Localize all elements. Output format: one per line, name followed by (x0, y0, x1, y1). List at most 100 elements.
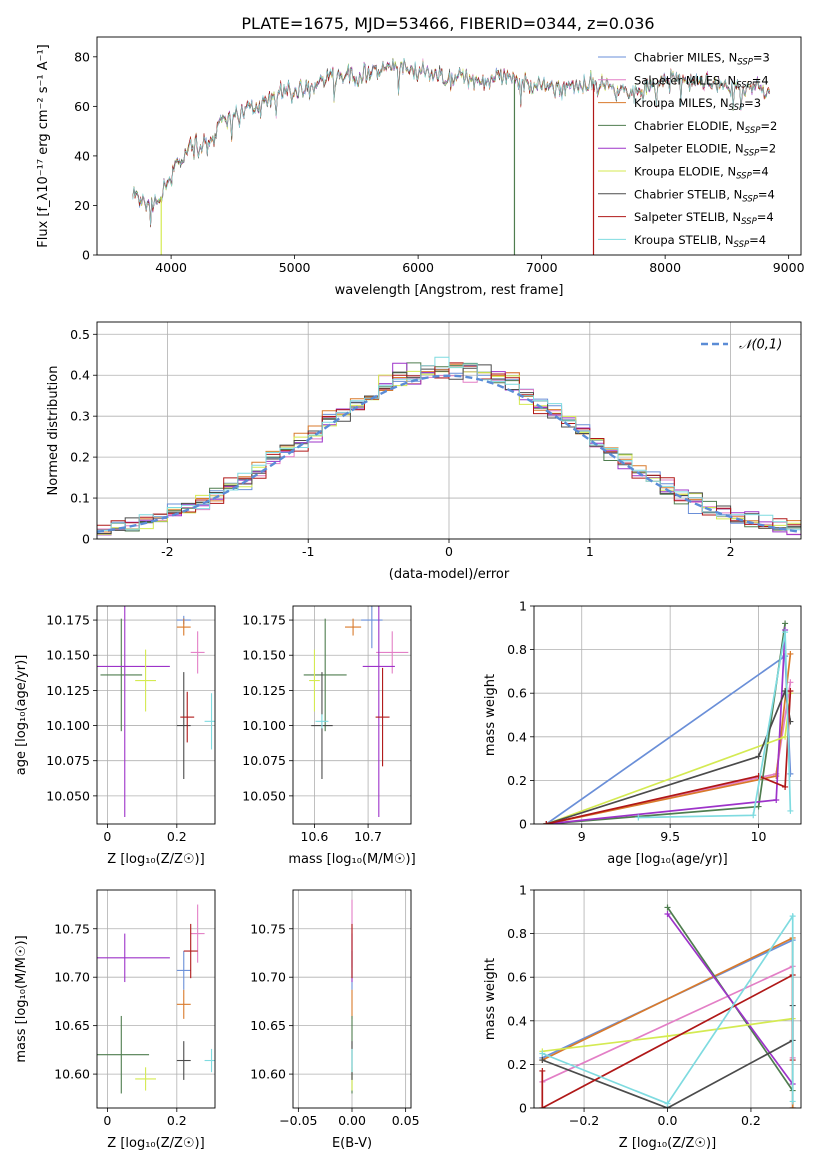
y-axis-label: mass weight (483, 958, 498, 1040)
x-tick-label: 7000 (526, 260, 558, 275)
weight-marker (664, 1033, 671, 1040)
weight-marker (664, 910, 671, 917)
point-salpeter-stelib (180, 691, 195, 743)
axes-frame (292, 889, 412, 1109)
point-salpeter-elodie (97, 933, 170, 983)
chart-mass-vs-ebv: −0.05 0.00 0.05 10.60 10.65 10.70 10.75 E(B-V) (250, 889, 420, 1151)
weight-marker (787, 688, 794, 695)
legend-entry: Kroupa MILES, NSSP=3 (634, 96, 761, 113)
histogram-kroupa-stelib (97, 356, 801, 539)
y-tick-label: 10.050 (46, 788, 90, 803)
x-tick-label: 9000 (773, 260, 805, 275)
legend: Chabrier MILES, NSSP=3 Salpeter MILES, NS… (598, 51, 777, 250)
weight-line-chabrier-stelib (546, 687, 792, 824)
y-tick-label: 0 (82, 248, 90, 263)
y-tick-label: 40 (74, 148, 90, 163)
y-tick-label: 10.70 (250, 970, 286, 985)
y-tick-label: 10.100 (242, 718, 286, 733)
chart-residual-histogram: -2 -1 0 1 2 0 0.1 0.2 0.3 0.4 0.5 (data-model)/erro… (46, 321, 802, 582)
x-tick-label: 5000 (279, 260, 311, 275)
plot-area (534, 606, 801, 824)
weight-marker (787, 770, 794, 777)
y-tick-label: 10.65 (250, 1018, 286, 1033)
legend-entry: Chabrier STELIB, NSSP=4 (634, 187, 775, 204)
y-tick-label: 1 (519, 883, 527, 898)
x-tick-label: -2 (161, 544, 173, 559)
point-kroupa-miles (345, 618, 362, 636)
y-axis-label: Flux [f_λ10⁻¹⁷ erg cm⁻² s⁻¹ A⁻¹] (36, 44, 51, 248)
x-tick-label: 4000 (155, 260, 187, 275)
plot-area (293, 890, 411, 1108)
weight-marker (782, 620, 789, 627)
point-kroupa-miles (176, 989, 191, 1019)
x-axis-label: Z [log₁₀(Z/Z☉)] (107, 852, 204, 867)
weight-line-salpeter-elodie (666, 913, 794, 1085)
weight-marker (789, 1105, 796, 1108)
x-axis-label: Z [log₁₀(Z/Z☉)] (619, 1136, 716, 1151)
legend-entry: 𝒩(0,1) (739, 338, 782, 353)
point-kroupa-stelib (204, 1048, 215, 1073)
point-salpeter-miles (190, 904, 205, 963)
y-tick-label: 10.70 (54, 970, 90, 985)
plot-area (97, 322, 801, 539)
y-tick-label: 10.75 (54, 921, 90, 936)
x-tick-label: 0.00 (338, 1113, 366, 1128)
weight-marker (635, 814, 642, 821)
x-axis-label: wavelength [Angstrom, rest frame] (335, 283, 564, 298)
weight-marker (789, 913, 796, 920)
weight-marker (787, 650, 794, 657)
x-tick-label: −0.05 (279, 1113, 317, 1128)
y-axis-label: Normed distribution (46, 366, 61, 496)
axes-frame (533, 605, 802, 825)
weight-marker (755, 753, 762, 760)
y-tick-label: 10.60 (54, 1067, 90, 1082)
figure-title: PLATE=1675, MJD=53466, FIBERID=0344, z=0… (241, 14, 654, 33)
weight-marker (664, 1100, 671, 1107)
point-kroupa-elodie (135, 1067, 156, 1091)
axes-frame (96, 605, 216, 825)
x-axis-label: E(B-V) (332, 1136, 372, 1151)
weight-marker (539, 1057, 546, 1064)
weight-marker (539, 1105, 546, 1108)
weight-marker (750, 812, 757, 819)
y-tick-label: 0.4 (507, 729, 527, 744)
weight-line-chabrier-elodie (546, 623, 786, 824)
y-tick-label: 0.5 (70, 327, 90, 342)
x-tick-label: 10.7 (354, 829, 382, 844)
y-tick-label: 10.175 (46, 613, 90, 628)
y-tick-label: 10.65 (54, 1018, 90, 1033)
weight-marker (755, 803, 762, 810)
point-chabrier-miles (176, 951, 191, 990)
chart-age-vs-mass: 10.6 10.7 10.050 10.075 10.100 10.125 10.150 10… (242, 605, 416, 867)
point-kroupa-elodie (309, 649, 320, 712)
y-tick-label: 10.125 (242, 683, 286, 698)
point-kroupa-stelib (315, 714, 329, 729)
y-tick-label: 0.6 (507, 970, 527, 985)
y-tick-label: 10.075 (242, 753, 286, 768)
x-tick-label: 8000 (649, 260, 681, 275)
y-tick-label: 60 (74, 99, 90, 114)
axes-frame (96, 889, 216, 1109)
y-tick-label: 0.8 (507, 642, 527, 657)
y-tick-label: 0.2 (507, 773, 527, 788)
x-tick-label: 0 (445, 544, 453, 559)
y-axis-label: age [log₁₀(age/yr)] (14, 655, 29, 776)
weight-marker (664, 904, 671, 911)
point-chabrier-stelib (176, 672, 191, 779)
point-kroupa-stelib (204, 693, 215, 750)
y-tick-label: 1 (519, 599, 527, 614)
x-axis-label: (data-model)/error (389, 567, 510, 582)
x-tick-label: 0.0 (658, 1113, 678, 1128)
y-tick-label: 80 (74, 49, 90, 64)
plot-area (97, 606, 215, 824)
axes-frame (96, 321, 802, 540)
weight-line-kroupa-stelib (541, 913, 794, 1105)
legend-entry: Kroupa ELODIE, NSSP=4 (634, 165, 769, 182)
point-salpeter-stelib (183, 923, 198, 979)
weight-marker (789, 1098, 796, 1105)
point-chabrier-elodie (97, 1015, 150, 1094)
x-tick-label: 0.2 (167, 829, 187, 844)
legend-entry: Chabrier ELODIE, NSSP=2 (634, 119, 777, 136)
point-salpeter-elodie (362, 606, 395, 817)
